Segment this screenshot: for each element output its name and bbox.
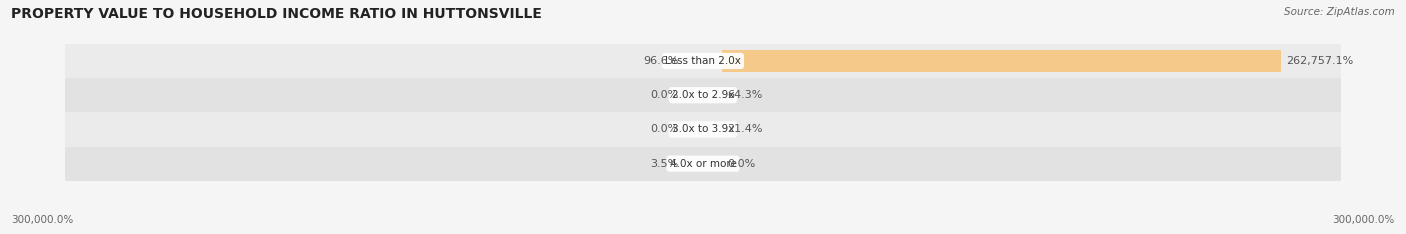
Text: 3.0x to 3.9x: 3.0x to 3.9x — [672, 124, 734, 135]
Text: 300,000.0%: 300,000.0% — [1333, 215, 1395, 225]
Text: 21.4%: 21.4% — [727, 124, 763, 135]
Bar — [65, 112, 1341, 146]
Text: 4.0x or more: 4.0x or more — [669, 159, 737, 169]
Text: 300,000.0%: 300,000.0% — [11, 215, 73, 225]
Text: 0.0%: 0.0% — [651, 90, 679, 100]
Text: Less than 2.0x: Less than 2.0x — [665, 56, 741, 66]
Bar — [65, 146, 1341, 181]
Text: 96.6%: 96.6% — [643, 56, 679, 66]
Bar — [65, 44, 1341, 78]
Bar — [723, 50, 1281, 72]
Legend: Without Mortgage, With Mortgage: Without Mortgage, With Mortgage — [582, 231, 824, 234]
Bar — [65, 78, 1341, 112]
Text: 0.0%: 0.0% — [727, 159, 755, 169]
Text: 64.3%: 64.3% — [727, 90, 762, 100]
Text: Source: ZipAtlas.com: Source: ZipAtlas.com — [1284, 7, 1395, 17]
Text: 0.0%: 0.0% — [651, 124, 679, 135]
Text: 262,757.1%: 262,757.1% — [1286, 56, 1353, 66]
Text: 2.0x to 2.9x: 2.0x to 2.9x — [672, 90, 734, 100]
Text: 3.5%: 3.5% — [651, 159, 679, 169]
Text: PROPERTY VALUE TO HOUSEHOLD INCOME RATIO IN HUTTONSVILLE: PROPERTY VALUE TO HOUSEHOLD INCOME RATIO… — [11, 7, 543, 21]
